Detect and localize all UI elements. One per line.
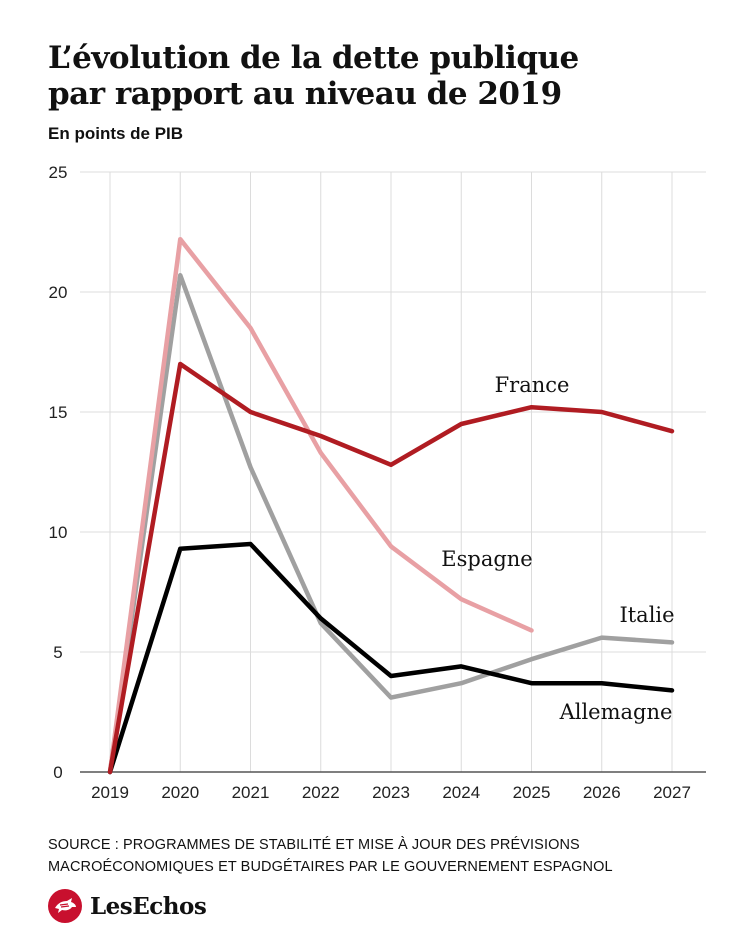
- les-echos-bird-icon: [48, 889, 82, 923]
- x-tick-label: 2019: [91, 783, 129, 802]
- y-axis-ticks: 0 5 10 15 20 25: [49, 163, 68, 782]
- source-note: SOURCE : PROGRAMMES DE STABILITÉ ET MISE…: [48, 834, 728, 878]
- x-tick-label: 2024: [442, 783, 480, 802]
- series-line-allemagne: [107, 541, 675, 775]
- series-label-espagne: Espagne: [441, 547, 532, 571]
- x-tick-label: 2025: [513, 783, 551, 802]
- x-tick-label: 2023: [372, 783, 410, 802]
- y-tick-label: 20: [49, 283, 68, 302]
- series-labels: Italie Espagne Allemagne France: [441, 373, 674, 724]
- series-line-espagne: [107, 236, 534, 775]
- chart-title: L’évolution de la dette publique par rap…: [48, 40, 728, 112]
- chart-title-line-2: par rapport au niveau de 2019: [48, 76, 562, 112]
- source-line-2: MACROÉCONOMIQUES ET BUDGÉTAIRES PAR LE G…: [48, 859, 613, 875]
- les-echos-logo[interactable]: LesEchos: [48, 888, 207, 924]
- series-label-allemagne: Allemagne: [559, 700, 673, 724]
- x-tick-label: 2027: [653, 783, 691, 802]
- series-lines: [107, 236, 675, 775]
- chart-title-line-1: L’évolution de la dette publique: [48, 40, 579, 76]
- x-axis-ticks: 2019 2020 2021 2022 2023 2024 2025 2026 2027: [91, 783, 691, 802]
- x-tick-label: 2020: [161, 783, 199, 802]
- logo-wordmark: LesEchos: [90, 892, 207, 920]
- y-tick-label: 0: [53, 763, 62, 782]
- source-line-1: SOURCE : PROGRAMMES DE STABILITÉ ET MISE…: [48, 837, 580, 853]
- series-line-france: [107, 361, 675, 775]
- grid-lines: [80, 171, 706, 773]
- x-tick-label: 2021: [232, 783, 270, 802]
- x-tick-label: 2022: [302, 783, 340, 802]
- y-tick-label: 15: [49, 403, 68, 422]
- y-tick-label: 5: [53, 643, 62, 662]
- x-tick-label: 2026: [583, 783, 621, 802]
- series-label-france: France: [495, 373, 570, 397]
- series-label-italie: Italie: [619, 603, 674, 627]
- series-line-italie: [107, 272, 675, 775]
- y-tick-label: 25: [49, 163, 68, 182]
- chart-subtitle: En points de PIB: [48, 124, 184, 143]
- y-tick-label: 10: [49, 523, 68, 542]
